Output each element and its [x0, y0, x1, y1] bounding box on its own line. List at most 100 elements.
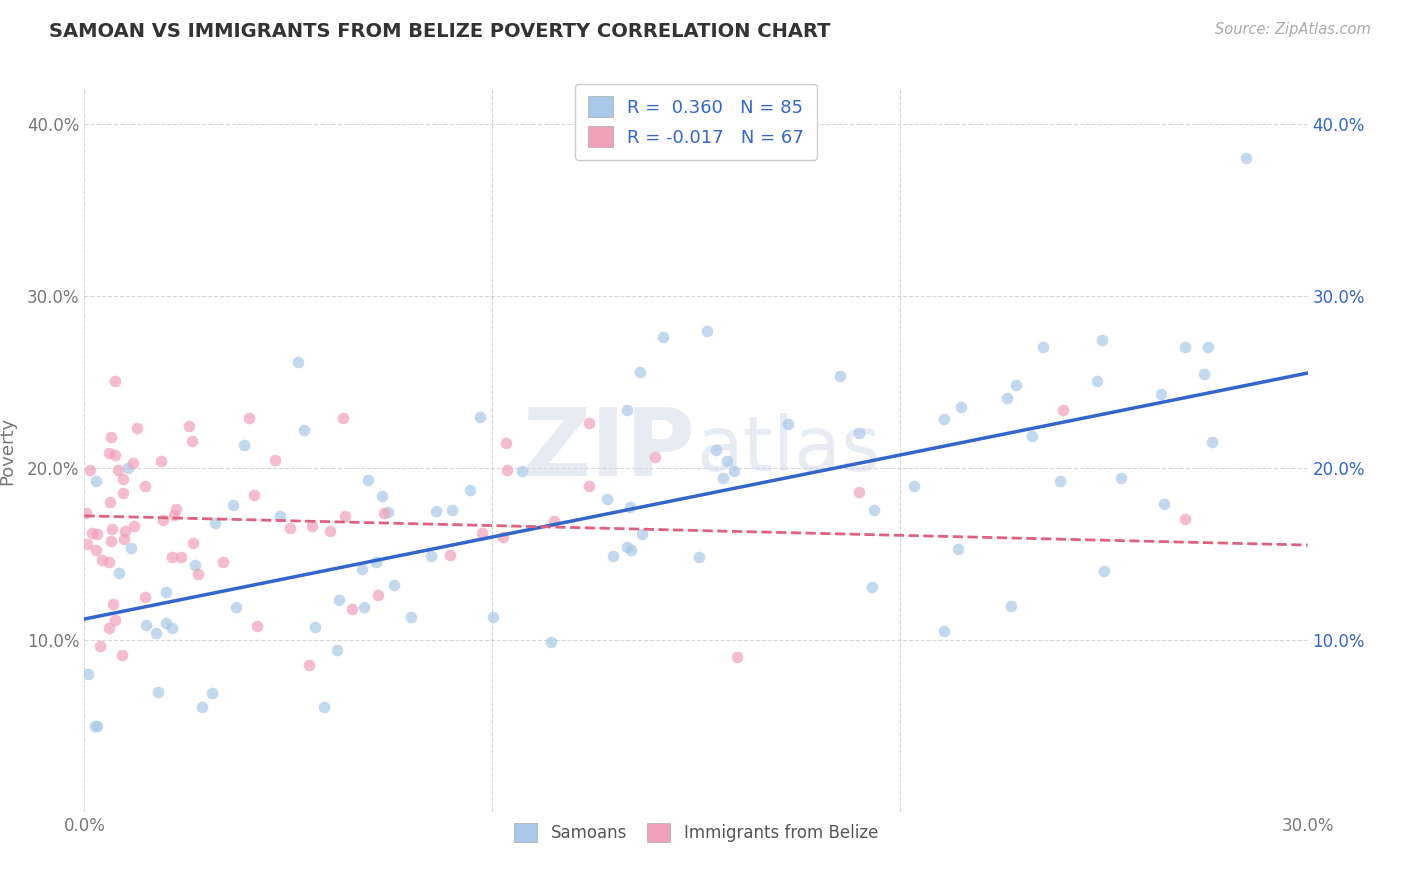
- Point: [238, 411, 260, 425]
- Point: [134, 478, 156, 492]
- Point: [243, 488, 266, 502]
- Text: atlas: atlas: [696, 414, 880, 487]
- Point: [145, 626, 167, 640]
- Point: [644, 450, 666, 464]
- Point: [1153, 497, 1175, 511]
- Point: [179, 418, 201, 433]
- Point: [280, 520, 302, 534]
- Point: [1201, 434, 1223, 449]
- Point: [543, 514, 565, 528]
- Point: [180, 434, 202, 449]
- Point: [152, 513, 174, 527]
- Point: [934, 624, 956, 638]
- Point: [1092, 564, 1115, 578]
- Point: [122, 519, 145, 533]
- Point: [90, 553, 112, 567]
- Point: [353, 600, 375, 615]
- Point: [98, 446, 121, 460]
- Point: [628, 365, 651, 379]
- Point: [314, 700, 336, 714]
- Point: [776, 417, 799, 431]
- Point: [112, 533, 135, 547]
- Point: [246, 618, 269, 632]
- Point: [496, 463, 519, 477]
- Point: [458, 483, 481, 497]
- Point: [903, 479, 925, 493]
- Point: [631, 527, 654, 541]
- Point: [688, 549, 710, 564]
- Point: [1174, 340, 1197, 354]
- Legend: Samoans, Immigrants from Belize: Samoans, Immigrants from Belize: [506, 814, 886, 850]
- Point: [104, 448, 127, 462]
- Point: [222, 498, 245, 512]
- Point: [725, 650, 748, 665]
- Point: [468, 409, 491, 424]
- Point: [373, 506, 395, 520]
- Point: [181, 536, 204, 550]
- Point: [578, 416, 600, 430]
- Point: [79, 463, 101, 477]
- Point: [191, 700, 214, 714]
- Point: [1049, 474, 1071, 488]
- Point: [100, 430, 122, 444]
- Point: [86, 526, 108, 541]
- Point: [696, 325, 718, 339]
- Point: [212, 555, 235, 569]
- Point: [187, 566, 209, 581]
- Point: [713, 471, 735, 485]
- Point: [578, 478, 600, 492]
- Point: [332, 411, 354, 425]
- Point: [616, 403, 638, 417]
- Point: [350, 561, 373, 575]
- Point: [114, 524, 136, 539]
- Point: [100, 533, 122, 548]
- Point: [367, 588, 389, 602]
- Point: [170, 549, 193, 564]
- Point: [111, 486, 134, 500]
- Point: [651, 330, 673, 344]
- Point: [491, 530, 513, 544]
- Point: [1052, 402, 1074, 417]
- Point: [232, 438, 254, 452]
- Point: [1005, 377, 1028, 392]
- Point: [342, 601, 364, 615]
- Point: [828, 368, 851, 383]
- Point: [995, 391, 1018, 405]
- Point: [377, 505, 399, 519]
- Point: [84, 474, 107, 488]
- Point: [619, 500, 641, 515]
- Point: [934, 412, 956, 426]
- Point: [100, 522, 122, 536]
- Point: [318, 524, 340, 538]
- Text: SAMOAN VS IMMIGRANTS FROM BELIZE POVERTY CORRELATION CHART: SAMOAN VS IMMIGRANTS FROM BELIZE POVERTY…: [49, 22, 831, 41]
- Point: [848, 426, 870, 441]
- Point: [723, 464, 745, 478]
- Point: [104, 374, 127, 388]
- Point: [328, 593, 350, 607]
- Point: [155, 615, 177, 630]
- Point: [163, 508, 186, 522]
- Point: [77, 667, 100, 681]
- Point: [420, 549, 443, 564]
- Y-axis label: Poverty: Poverty: [0, 417, 15, 484]
- Point: [80, 525, 103, 540]
- Point: [75, 506, 97, 520]
- Point: [298, 657, 321, 672]
- Point: [326, 643, 349, 657]
- Point: [287, 355, 309, 369]
- Point: [495, 436, 517, 450]
- Point: [382, 578, 405, 592]
- Point: [370, 489, 392, 503]
- Point: [399, 610, 422, 624]
- Point: [356, 473, 378, 487]
- Point: [425, 504, 447, 518]
- Point: [481, 610, 503, 624]
- Point: [364, 555, 387, 569]
- Point: [97, 555, 120, 569]
- Point: [1021, 428, 1043, 442]
- Point: [510, 464, 533, 478]
- Point: [1000, 599, 1022, 613]
- Point: [204, 516, 226, 530]
- Point: [441, 502, 464, 516]
- Point: [125, 420, 148, 434]
